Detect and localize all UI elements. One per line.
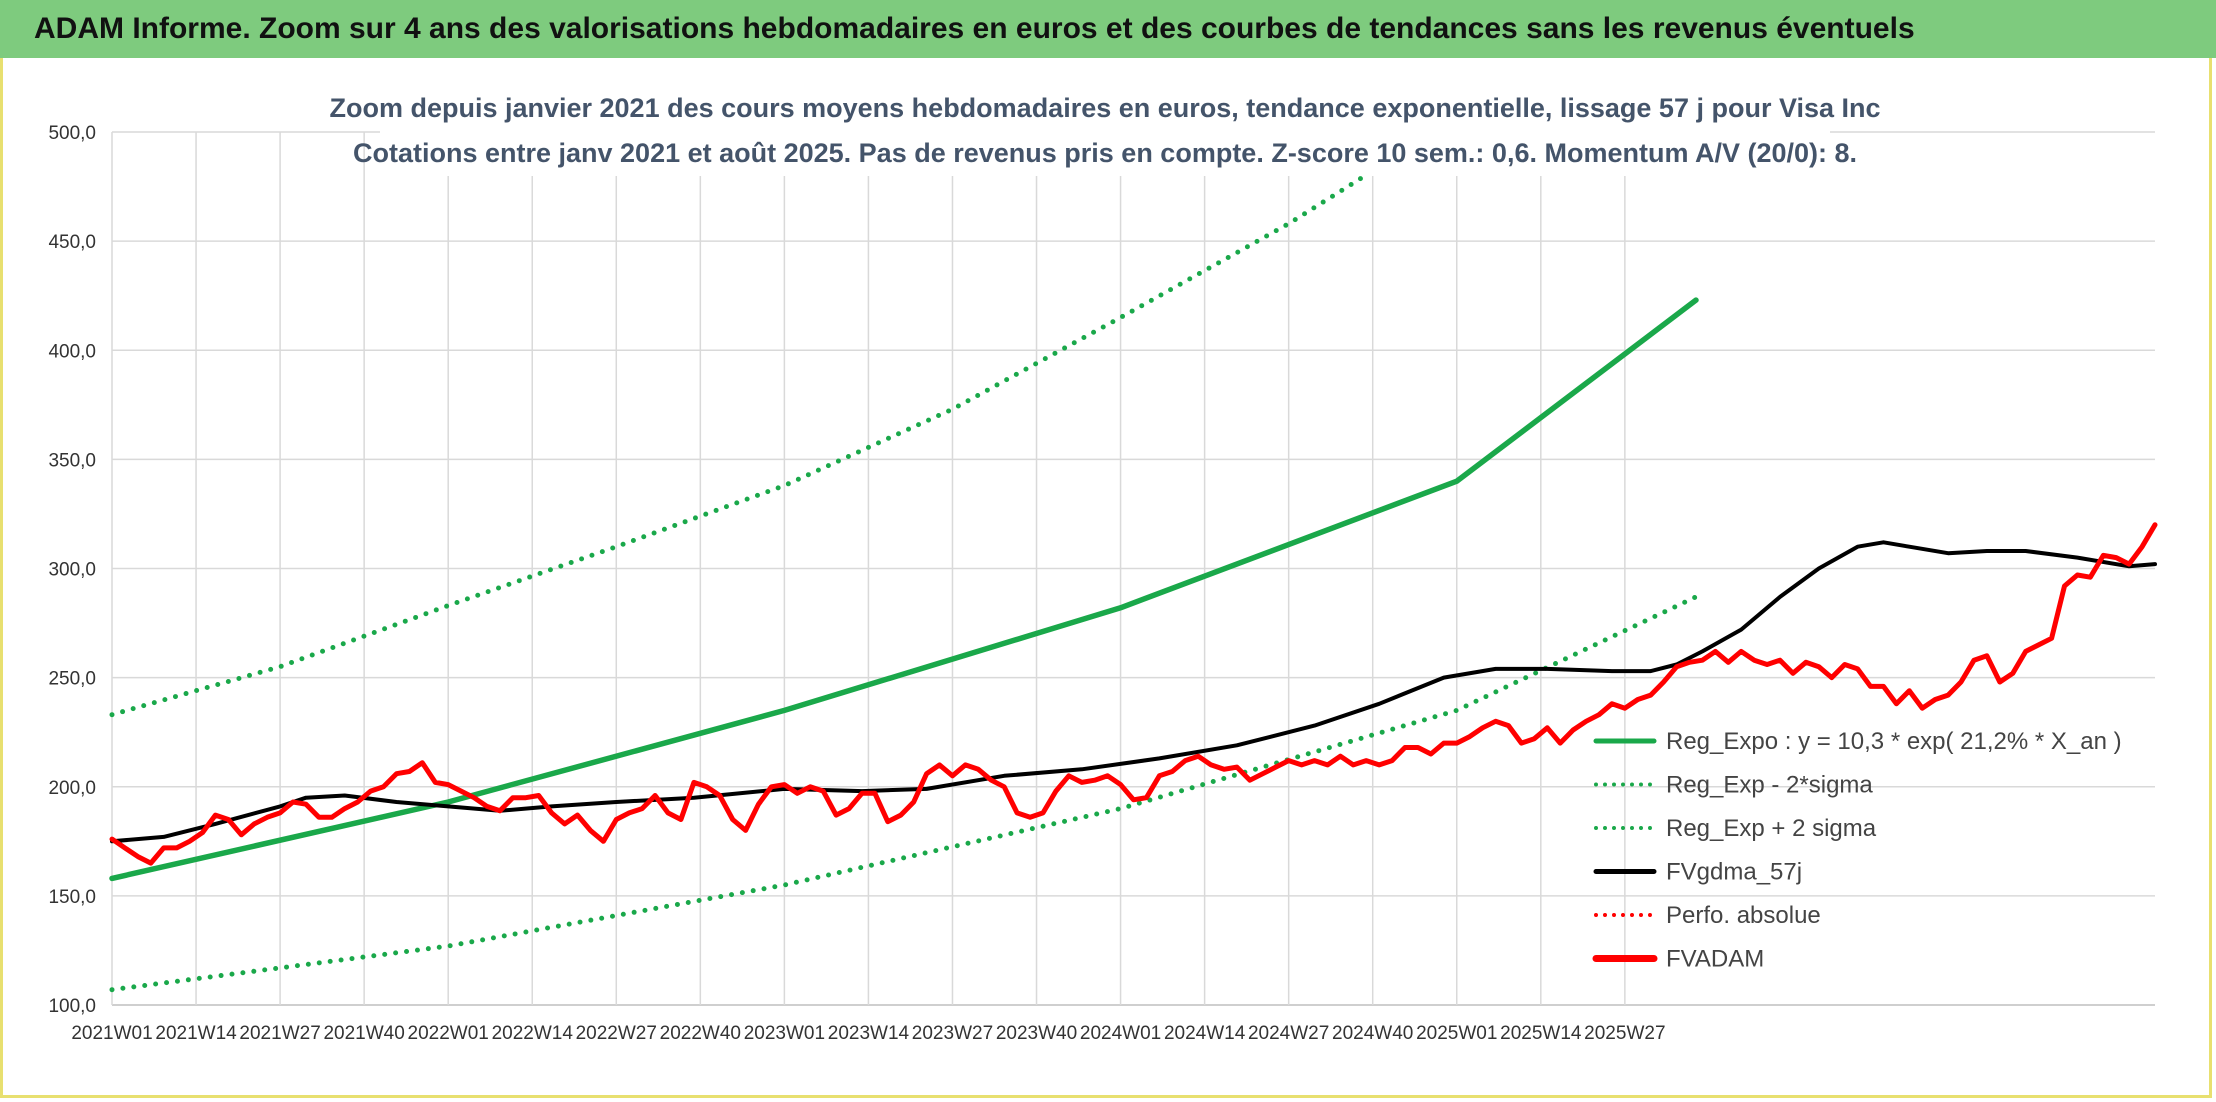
- series-line-5: [109, 522, 2158, 866]
- series-line-1: [109, 594, 1699, 993]
- x-tick-label: 2021W27: [239, 1023, 320, 1044]
- y-tick-label: 200,0: [48, 778, 96, 799]
- y-tick-label: 250,0: [48, 669, 96, 690]
- y-tick-label: 500,0: [48, 123, 96, 144]
- y-tick-label: 400,0: [48, 341, 96, 362]
- legend-label: Reg_Exp - 2*sigma: [1666, 772, 1873, 799]
- x-tick-label: 2022W40: [660, 1023, 741, 1044]
- x-tick-label: 2025W27: [1584, 1023, 1665, 1044]
- x-tick-label: 2023W40: [996, 1023, 1077, 1044]
- y-tick-label: 350,0: [48, 450, 96, 471]
- legend: Reg_Expo : y = 10,3 * exp( 21,2% * X_an …: [1592, 728, 2122, 973]
- series-line-0: [109, 297, 1699, 882]
- chart-title: Zoom depuis janvier 2021 des cours moyen…: [329, 93, 1880, 123]
- legend-label: FVgdma_57j: [1666, 859, 1802, 886]
- x-tick-label: 2023W01: [744, 1023, 825, 1044]
- y-tick-label: 450,0: [48, 232, 96, 253]
- x-tick-label: 2022W01: [408, 1023, 489, 1044]
- chart-frame: [0, 58, 2212, 1098]
- legend-label: Perfo. absolue: [1666, 902, 1821, 929]
- chart-subtitle: Cotations entre janv 2021 et août 2025. …: [353, 138, 1857, 168]
- y-tick-label: 100,0: [48, 996, 96, 1017]
- title-backdrop: [380, 84, 1830, 176]
- x-tick-label: 2024W27: [1248, 1023, 1329, 1044]
- header-title: ADAM Informe. Zoom sur 4 ans des valoris…: [34, 12, 1915, 45]
- x-tick-label: 2023W27: [912, 1023, 993, 1044]
- x-axis-ticks: 2021W01 2021W14 2021W27 2021W40 2022W01 2022W…: [71, 1023, 1665, 1044]
- series-line-2: [109, 129, 1699, 718]
- grid: [111, 131, 2155, 1006]
- legend-label: Reg_Expo : y = 10,3 * exp( 21,2% * X_an …: [1666, 728, 2122, 755]
- y-tick-label: 150,0: [48, 887, 96, 908]
- legend-label: Reg_Exp + 2 sigma: [1666, 815, 1877, 842]
- y-axis-ticks: 100,0 150,0 200,0 250,0 300,0 350,0 400,0 450,0…: [48, 123, 96, 1017]
- x-tick-label: 2022W14: [492, 1023, 574, 1044]
- x-tick-label: 2024W14: [1164, 1023, 1246, 1044]
- y-tick-label: 300,0: [48, 560, 96, 581]
- x-tick-label: 2025W14: [1500, 1023, 1582, 1044]
- x-tick-label: 2022W27: [576, 1023, 657, 1044]
- x-tick-label: 2025W01: [1416, 1023, 1497, 1044]
- legend-label: FVADAM: [1666, 946, 1764, 973]
- x-tick-label: 2021W01: [71, 1023, 152, 1044]
- x-tick-label: 2023W14: [828, 1023, 910, 1044]
- x-tick-label: 2024W01: [1080, 1023, 1161, 1044]
- x-tick-label: 2021W14: [155, 1023, 237, 1044]
- x-tick-label: 2024W40: [1332, 1023, 1413, 1044]
- series-lines: [109, 129, 2158, 993]
- x-tick-label: 2021W40: [323, 1023, 404, 1044]
- series-line-3: [110, 540, 2157, 844]
- header-banner: ADAM Informe. Zoom sur 4 ans des valoris…: [0, 0, 2216, 58]
